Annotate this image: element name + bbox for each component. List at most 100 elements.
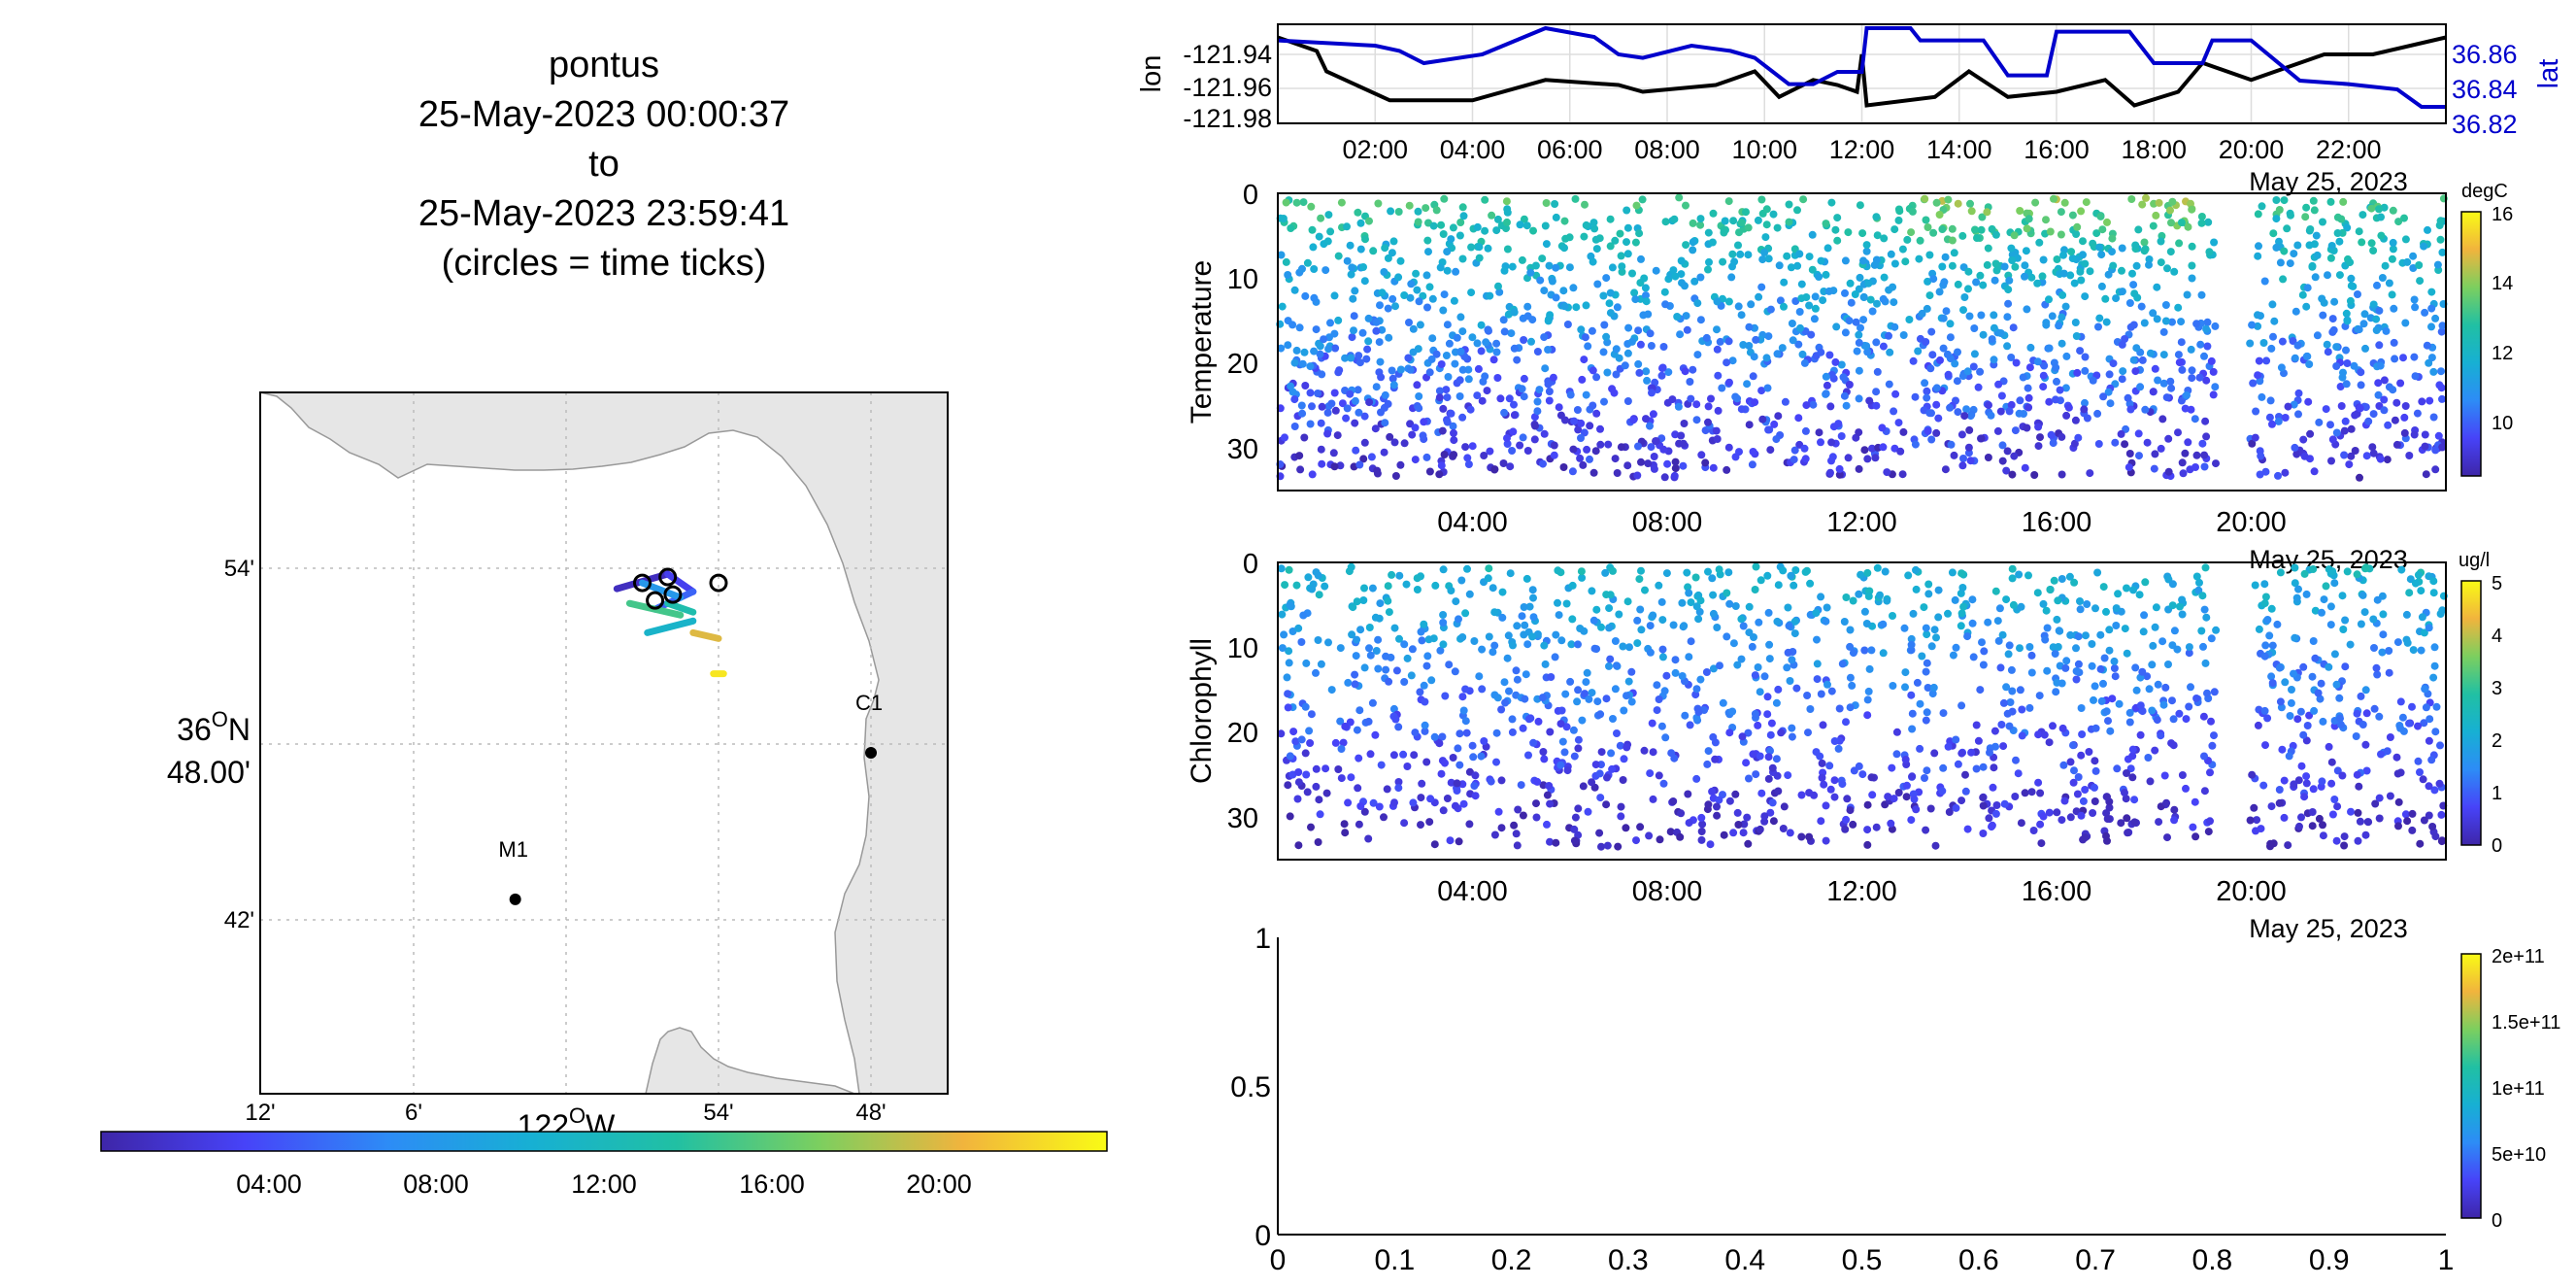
chlorophyll-point — [1571, 813, 1580, 822]
temperature-point — [1766, 305, 1775, 314]
temperature-point — [2276, 258, 2285, 267]
temperature-point — [1535, 386, 1544, 394]
temperature-point — [2150, 464, 2158, 473]
chlorophyll-point — [1458, 693, 1467, 701]
temperature-point — [1523, 302, 1532, 311]
chlorophyll-point — [2311, 654, 2320, 662]
temperature-point — [1330, 462, 1339, 471]
temperature-point — [2089, 376, 2097, 385]
chlorophyll-point — [1285, 659, 1293, 667]
chlorophyll-point — [1653, 681, 1661, 690]
temperature-point — [1409, 324, 1418, 333]
temperature-point — [1306, 389, 1315, 397]
temperature-point — [2024, 384, 2032, 392]
temperature-point — [2380, 376, 2389, 385]
empty-colorbar-ticks: 2e+11 1.5e+11 1e+11 5e+10 0 — [2492, 946, 2560, 1232]
chlorophyll-point — [1489, 648, 1497, 657]
empty-y-ticks: 1 0.5 0 — [1230, 923, 1271, 1252]
temperature-point — [2192, 451, 2201, 459]
temperature-point — [2367, 239, 2376, 248]
temperature-point — [1351, 419, 1359, 427]
temperature-point — [1650, 453, 1658, 460]
chlorophyll-point — [1985, 814, 1993, 823]
chlorophyll-point — [1441, 759, 1449, 767]
temperature-point — [2134, 225, 2143, 234]
temperature-point — [1976, 367, 1985, 376]
temperature-point — [1696, 316, 1705, 324]
temperature-x-ticks: 04:00 08:00 12:00 16:00 20:00 — [1437, 507, 2287, 538]
temperature-point — [1646, 329, 1655, 338]
temperature-point — [2188, 374, 2196, 383]
temperature-point — [1388, 294, 1397, 303]
temperature-point — [2357, 368, 2365, 377]
chlorophyll-point — [2414, 570, 2423, 579]
temperature-point — [1745, 421, 1754, 429]
temperature-point — [1658, 363, 1667, 372]
temperature-point — [2342, 380, 2351, 389]
temperature-point — [1790, 456, 1798, 464]
chlorophyll-point — [1680, 622, 1689, 630]
temperature-point — [1589, 219, 1598, 227]
temperature-point — [1766, 446, 1775, 455]
map-colorbar-tick: 08:00 — [403, 1169, 469, 1199]
chlorophyll-point — [1756, 752, 1764, 761]
temperature-point — [1885, 380, 1893, 389]
chlorophyll-point — [2310, 706, 2319, 715]
chlorophyll-point — [1658, 645, 1667, 654]
chlorophyll-point — [1426, 795, 1435, 803]
chlorophyll-point — [1302, 770, 1311, 779]
temperature-point — [1589, 257, 1597, 266]
temperature-point — [1396, 460, 1405, 469]
temperature-point — [2388, 254, 2396, 263]
chlorophyll-point — [1921, 774, 1928, 782]
chlorophyll-point — [1395, 571, 1404, 580]
temperature-point — [1307, 202, 1316, 211]
temperature-point — [2279, 275, 2288, 284]
chlorophyll-point — [1455, 729, 1464, 738]
temperature-point — [1533, 348, 1542, 356]
temperature-point — [2405, 452, 2414, 459]
chlorophyll-point — [2280, 813, 2289, 822]
chlorophyll-point — [1645, 831, 1654, 840]
chlorophyll-point — [1681, 711, 1689, 720]
temperature-point — [2328, 435, 2337, 444]
chlorophyll-point — [1538, 694, 1547, 702]
temperature-point — [2036, 433, 2044, 442]
chlorophyll-point — [1772, 755, 1781, 763]
temperature-point — [1380, 448, 1388, 457]
chlorophyll-point — [1501, 698, 1510, 707]
chlorophyll-point — [2081, 786, 2090, 794]
chlorophyll-point — [2105, 646, 2114, 655]
chlorophyll-point — [2178, 595, 2187, 604]
temperature-point — [1925, 291, 1934, 300]
temperature-point — [1939, 314, 1948, 322]
chlorophyll-point — [2025, 643, 2034, 651]
chlorophyll-point — [1813, 635, 1821, 644]
chlorophyll-point — [1887, 819, 1895, 828]
temperature-point — [1924, 223, 1932, 231]
temperature-point — [1371, 424, 1380, 433]
chlorophyll-point — [2051, 650, 2059, 658]
temperature-point — [1413, 381, 1422, 390]
temperature-point — [1649, 410, 1657, 419]
chlorophyll-point — [1551, 653, 1559, 661]
chlorophyll-point — [2074, 660, 2083, 668]
chlorophyll-point — [1299, 611, 1308, 620]
temperature-point — [2267, 344, 2276, 353]
temperature-point — [2335, 237, 2344, 246]
temperature-point — [1415, 404, 1423, 413]
temperature-point — [1494, 282, 1502, 290]
temperature-point — [2378, 274, 2387, 282]
temperature-point — [2195, 373, 2204, 382]
station-marker — [509, 893, 521, 905]
temperature-point — [1310, 293, 1319, 302]
track-segment — [644, 617, 697, 636]
temperature-point — [1841, 288, 1849, 297]
temperature-point — [1785, 218, 1793, 226]
chlorophyll-point — [2111, 672, 2120, 681]
temperature-point — [1581, 200, 1589, 209]
temperature-point — [1326, 227, 1335, 236]
temperature-point — [1671, 430, 1680, 439]
position-xtick: 18:00 — [2121, 135, 2187, 164]
